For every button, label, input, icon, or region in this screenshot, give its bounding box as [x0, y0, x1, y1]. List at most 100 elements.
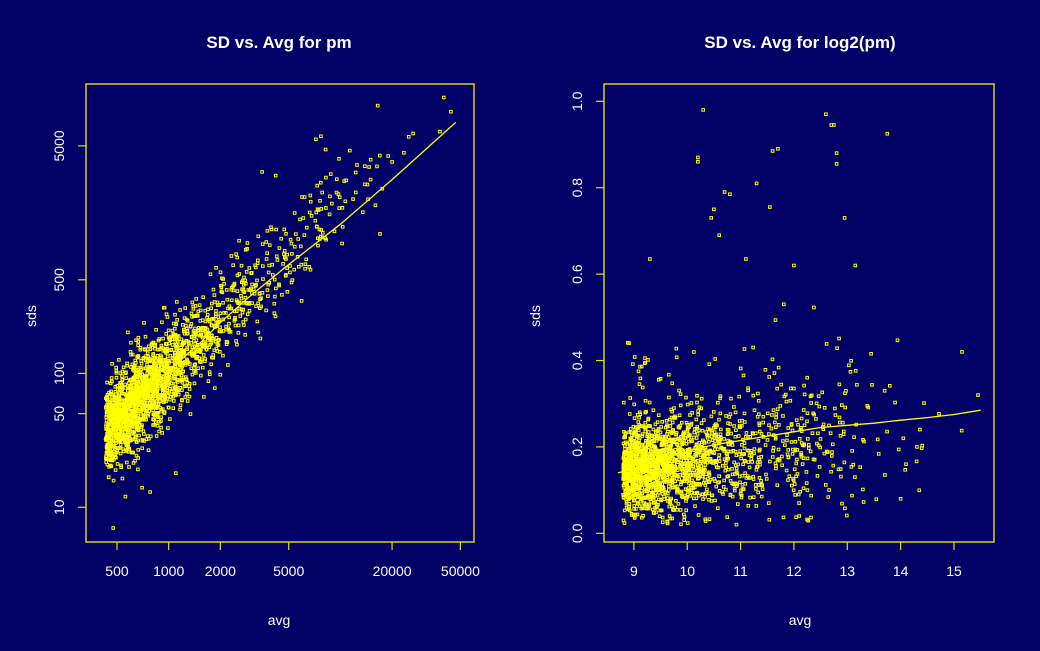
data-point: [115, 462, 120, 466]
data-point: [367, 165, 371, 169]
data-point: [737, 394, 742, 399]
data-point: [718, 432, 723, 437]
data-point: [229, 254, 234, 258]
data-point: [834, 162, 839, 166]
data-point: [247, 309, 252, 313]
data-point: [726, 438, 730, 443]
data-point: [128, 384, 133, 389]
data-point: [739, 493, 744, 498]
data-point: [646, 424, 651, 428]
data-point: [665, 519, 669, 524]
data-point: [804, 470, 809, 474]
data-point: [386, 154, 390, 158]
data-point: [156, 402, 161, 407]
data-point: [694, 427, 699, 431]
data-point: [631, 362, 635, 366]
data-point: [136, 367, 141, 372]
data-point: [188, 412, 193, 416]
data-point: [797, 514, 802, 518]
data-point: [146, 355, 151, 359]
data-point: [761, 420, 766, 425]
data-point: [661, 476, 665, 480]
data-point: [170, 328, 175, 333]
data-point: [128, 397, 133, 401]
data-point: [256, 258, 260, 263]
data-point: [729, 449, 734, 454]
data-point: [176, 386, 180, 390]
data-point: [130, 421, 135, 426]
data-point: [118, 415, 122, 419]
data-point: [678, 392, 683, 396]
data-point: [774, 412, 779, 416]
data-point: [136, 427, 141, 432]
data-point: [627, 505, 631, 509]
data-point: [640, 385, 645, 390]
data-point: [677, 477, 682, 482]
data-point: [757, 476, 762, 480]
data-point: [683, 487, 688, 491]
data-point: [746, 386, 750, 390]
data-point: [227, 328, 231, 332]
data-point: [149, 434, 153, 439]
data-point: [137, 433, 141, 438]
data-point: [726, 467, 731, 472]
data-point: [622, 400, 626, 405]
data-point: [833, 413, 838, 417]
data-point: [141, 388, 145, 393]
data-point: [655, 450, 659, 454]
data-point: [114, 425, 118, 429]
data-point: [680, 420, 684, 425]
data-point: [676, 474, 680, 478]
data-point: [217, 338, 221, 342]
data-point: [152, 418, 156, 422]
data-point: [111, 526, 116, 530]
data-point: [752, 447, 757, 451]
data-point: [655, 467, 659, 471]
data-point: [407, 135, 411, 139]
data-point: [127, 401, 131, 405]
data-point: [785, 452, 790, 457]
data-point: [682, 467, 687, 471]
data-point: [691, 464, 696, 469]
data-point: [656, 413, 661, 417]
data-point: [166, 358, 171, 363]
data-point: [651, 481, 655, 486]
data-point: [666, 499, 670, 504]
data-point: [315, 183, 319, 188]
data-point: [176, 392, 181, 397]
data-point: [202, 395, 206, 399]
data-point: [851, 462, 856, 467]
data-point: [700, 492, 705, 496]
data-point: [696, 155, 700, 160]
data-point: [294, 232, 298, 236]
data-point: [316, 243, 320, 248]
data-point: [203, 342, 208, 346]
data-point: [853, 263, 858, 268]
data-point: [632, 461, 637, 465]
data-point: [699, 464, 704, 468]
data-point: [824, 112, 828, 117]
data-point: [118, 443, 123, 447]
data-point: [162, 358, 167, 363]
data-point: [129, 340, 133, 345]
data-point: [128, 428, 132, 432]
data-point: [689, 462, 694, 467]
data-point: [292, 211, 297, 215]
data-point: [308, 267, 313, 272]
data-point: [181, 369, 185, 374]
data-point: [170, 343, 175, 347]
data-point: [741, 452, 745, 457]
data-point: [703, 480, 708, 485]
right-chart-title: SD vs. Avg for log2(pm): [704, 33, 895, 52]
data-point: [695, 432, 700, 436]
data-point: [649, 434, 654, 439]
data-point: [235, 255, 239, 260]
data-point: [274, 227, 278, 232]
data-point: [239, 263, 244, 268]
data-point: [787, 474, 792, 478]
data-point: [129, 352, 133, 357]
data-point: [845, 513, 849, 518]
x-tick-label: 13: [839, 563, 855, 579]
data-point: [646, 358, 650, 362]
x-tick-label: 5000: [273, 563, 304, 579]
